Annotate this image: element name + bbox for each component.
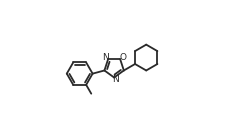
Text: O: O <box>120 53 127 62</box>
Text: N: N <box>102 53 109 62</box>
Text: N: N <box>112 75 119 84</box>
